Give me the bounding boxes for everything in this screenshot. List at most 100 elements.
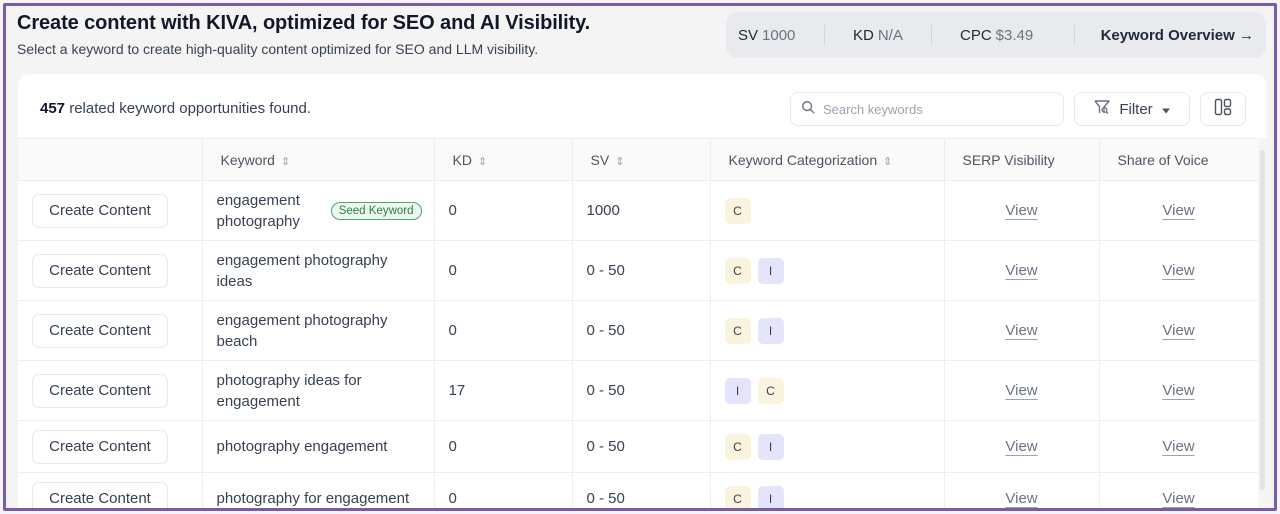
metric-sv: SV 1000 (726, 12, 824, 58)
category-tag-commercial: C (757, 377, 784, 404)
column-header-sv[interactable]: SV ⇕ (572, 138, 711, 181)
category-tag-informational: I (757, 485, 784, 508)
scrollbar-thumb[interactable] (1260, 150, 1265, 490)
keyword-text: engagement photography (216, 191, 300, 230)
sv-value: 0 - 50 (572, 420, 711, 473)
sv-value: 0 - 50 (572, 240, 711, 301)
table-header-row: Keyword ⇕ KD ⇕ SV ⇕ Keyword Categorization ⇕… (18, 138, 1259, 181)
seed-keyword-badge: Seed Keyword (330, 201, 422, 220)
share-of-voice-view-link[interactable]: View (1162, 202, 1195, 219)
sort-icon[interactable]: ⇕ (477, 155, 488, 168)
divider (1074, 25, 1075, 45)
table-row: Create Content engagement photography be… (18, 300, 1259, 361)
category-tag-informational: I (724, 377, 751, 404)
filter-label: Filter (1119, 100, 1153, 118)
table-row: Create Content engagement photography See… (18, 180, 1259, 241)
search-box[interactable] (790, 92, 1064, 126)
create-content-button[interactable]: Create Content (32, 313, 168, 348)
keyword-text: engagement photography ideas (216, 251, 388, 290)
serp-visibility-view-link[interactable]: View (1005, 438, 1038, 455)
serp-visibility-view-link[interactable]: View (1005, 202, 1038, 219)
share-of-voice-view-link[interactable]: View (1162, 322, 1195, 339)
sv-value: 0 - 50 (572, 360, 711, 421)
results-count-label: related keyword opportunities found. (65, 100, 312, 117)
column-header-share-of-voice: Share of Voice (1099, 138, 1259, 181)
filter-button[interactable]: Filter (1074, 92, 1190, 126)
sv-value: 1000 (572, 180, 711, 241)
category-tag-commercial: C (724, 257, 751, 284)
serp-visibility-view-link[interactable]: View (1005, 490, 1038, 507)
table-scrollbar[interactable] (1258, 138, 1267, 508)
sv-value: 0 - 50 (572, 472, 711, 508)
caret-down-icon (1161, 101, 1171, 118)
share-of-voice-view-link[interactable]: View (1162, 262, 1195, 279)
keyword-text: photography ideas for engagement (216, 371, 362, 410)
kd-value: 0 (434, 420, 573, 473)
keyword-overview-link[interactable]: Keyword Overview → (1100, 26, 1254, 44)
layout-columns-icon (1213, 97, 1233, 122)
column-header-label: KD (452, 151, 472, 168)
categorization-tags: C (710, 180, 945, 241)
share-of-voice-view-link[interactable]: View (1162, 382, 1195, 399)
sort-icon[interactable]: ⇕ (280, 155, 291, 168)
metric-kd: KD N/A (825, 12, 931, 58)
metric-cpc: CPC $3.49 (932, 12, 1074, 58)
table-row: Create Content photography for engagemen… (18, 472, 1259, 508)
create-content-button[interactable]: Create Content (32, 481, 168, 508)
sort-icon[interactable]: ⇕ (883, 155, 893, 168)
search-icon (801, 100, 815, 119)
create-content-button[interactable]: Create Content (32, 429, 168, 464)
serp-visibility-view-link[interactable]: View (1005, 262, 1038, 279)
create-content-button[interactable]: Create Content (32, 193, 168, 228)
keywords-card: 457 related keyword opportunities found.… (18, 74, 1267, 508)
column-header-label: Keyword (220, 151, 275, 168)
kd-value: 17 (434, 360, 573, 421)
column-header-actions (18, 138, 203, 181)
category-tag-commercial: C (724, 197, 751, 224)
sv-value: 0 - 50 (572, 300, 711, 361)
column-header-keyword[interactable]: Keyword ⇕ (202, 138, 435, 181)
category-tag-informational: I (757, 317, 784, 344)
share-of-voice-view-link[interactable]: View (1162, 490, 1195, 507)
keyword-text: photography engagement (216, 438, 388, 455)
table-row: Create Content engagement photography id… (18, 240, 1259, 301)
keywords-table: Keyword ⇕ KD ⇕ SV ⇕ Keyword Categorization ⇕… (18, 138, 1259, 508)
results-count: 457 related keyword opportunities found. (40, 100, 311, 117)
seed-metrics-bar: SV 1000 KD N/A CPC $3.49 Keyword Overvie… (726, 12, 1266, 58)
sort-icon[interactable]: ⇕ (615, 155, 625, 168)
category-tag-informational: I (757, 257, 784, 284)
table-row: Create Content photography ideas for eng… (18, 360, 1259, 421)
results-count-number: 457 (40, 100, 66, 117)
category-tag-commercial: C (724, 317, 751, 344)
search-input[interactable] (823, 101, 1043, 117)
kd-value: 0 (434, 180, 573, 241)
column-header-serp-visibility: SERP Visibility (944, 138, 1100, 181)
metric-cpc-value: $3.49 (995, 26, 1034, 44)
keyword-text: photography for engagement (216, 490, 410, 507)
serp-visibility-view-link[interactable]: View (1005, 322, 1038, 339)
metric-sv-label: SV (738, 26, 759, 44)
column-layout-button[interactable] (1200, 92, 1246, 126)
share-of-voice-view-link[interactable]: View (1162, 438, 1195, 455)
column-header-label: Keyword Categorization (728, 151, 878, 168)
column-header-categorization[interactable]: Keyword Categorization ⇕ (710, 138, 945, 181)
create-content-button[interactable]: Create Content (32, 373, 168, 408)
serp-visibility-view-link[interactable]: View (1005, 382, 1038, 399)
kd-value: 0 (434, 300, 573, 361)
column-header-label: SV (590, 151, 610, 168)
divider (931, 25, 932, 45)
metric-cpc-label: CPC (960, 26, 992, 44)
page-header: Create content with KIVA, optimized for … (17, 12, 590, 57)
create-content-button[interactable]: Create Content (32, 253, 168, 288)
column-header-kd[interactable]: KD ⇕ (434, 138, 573, 181)
keyword-text: engagement photography beach (216, 311, 388, 350)
filter-icon (1093, 98, 1111, 120)
category-tag-commercial: C (724, 433, 751, 460)
divider (824, 25, 825, 45)
metric-kd-label: KD (853, 26, 874, 44)
